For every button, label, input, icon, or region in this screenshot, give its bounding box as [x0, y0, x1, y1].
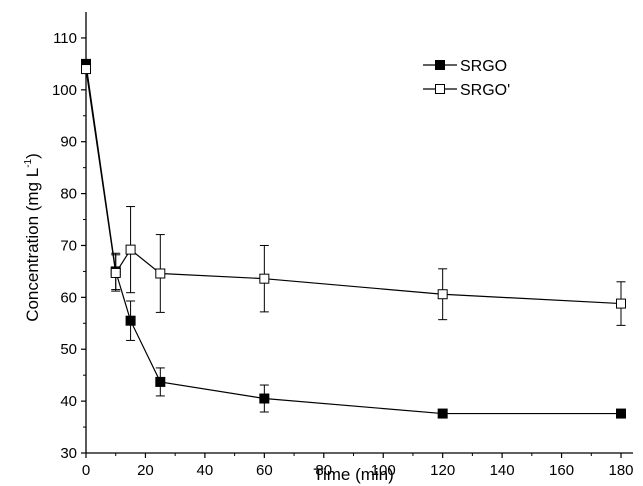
y-axis-title-main: Concentration (mg L	[23, 168, 42, 322]
y-tick-label: 80	[60, 186, 77, 203]
legend-label: SRGO'	[460, 82, 510, 99]
data-point	[437, 289, 448, 300]
x-ticks: 0 20 40 60 80 100 120 140 160 180	[82, 453, 634, 479]
y-axis-title-close: )	[23, 153, 42, 159]
data-point	[155, 376, 166, 387]
axes: 0 20 40 60 80 100 120 140 160 180 30 40 50 60 70 80 90 1…	[52, 12, 634, 479]
legend: SRGO SRGO'	[423, 58, 510, 99]
x-tick-label: 20	[137, 462, 154, 479]
y-tick-label: 40	[60, 393, 77, 410]
y-tick-label: 110	[53, 30, 77, 47]
x-axis-title: Time (min)	[313, 465, 394, 484]
x-tick-label: 100	[371, 462, 396, 479]
y-tick-label: 50	[60, 341, 77, 358]
data-point	[125, 244, 136, 255]
data-point	[437, 408, 448, 419]
x-tick-label: 120	[430, 462, 455, 479]
y-axis-title: Concentration (mg L-1)	[23, 153, 42, 322]
data-point	[81, 64, 91, 75]
x-tick-label: 180	[608, 462, 633, 479]
x-tick-label: 140	[490, 462, 515, 479]
data-point	[125, 315, 136, 326]
y-tick-label: 30	[60, 445, 77, 462]
data-point	[616, 408, 626, 419]
x-tick-label: 60	[256, 462, 273, 479]
legend-label: SRGO	[460, 58, 507, 75]
y-axis-title-superscript: -1	[23, 158, 34, 167]
x-tick-label: 80	[315, 462, 332, 479]
x-tick-label: 40	[197, 462, 214, 479]
data-point	[110, 267, 121, 278]
series-srgo	[81, 58, 626, 419]
y-tick-label: 60	[60, 289, 77, 306]
data-point	[616, 298, 626, 309]
series-srgo-prime	[81, 64, 626, 326]
x-tick-label: 160	[549, 462, 574, 479]
legend-marker	[435, 60, 445, 70]
series-line	[85, 63, 621, 415]
y-ticks: 30 40 50 60 70 80 90 100 110	[52, 30, 86, 462]
y-tick-label: 90	[60, 134, 77, 151]
y-tick-label: 70	[60, 237, 77, 254]
data-point	[155, 268, 166, 279]
series-line	[85, 68, 622, 305]
data-point	[259, 273, 270, 284]
y-tick-label: 100	[52, 82, 77, 99]
x-tick-label: 0	[82, 462, 90, 479]
legend-marker	[435, 84, 445, 94]
data-point	[259, 393, 270, 404]
plot-area	[81, 58, 626, 419]
